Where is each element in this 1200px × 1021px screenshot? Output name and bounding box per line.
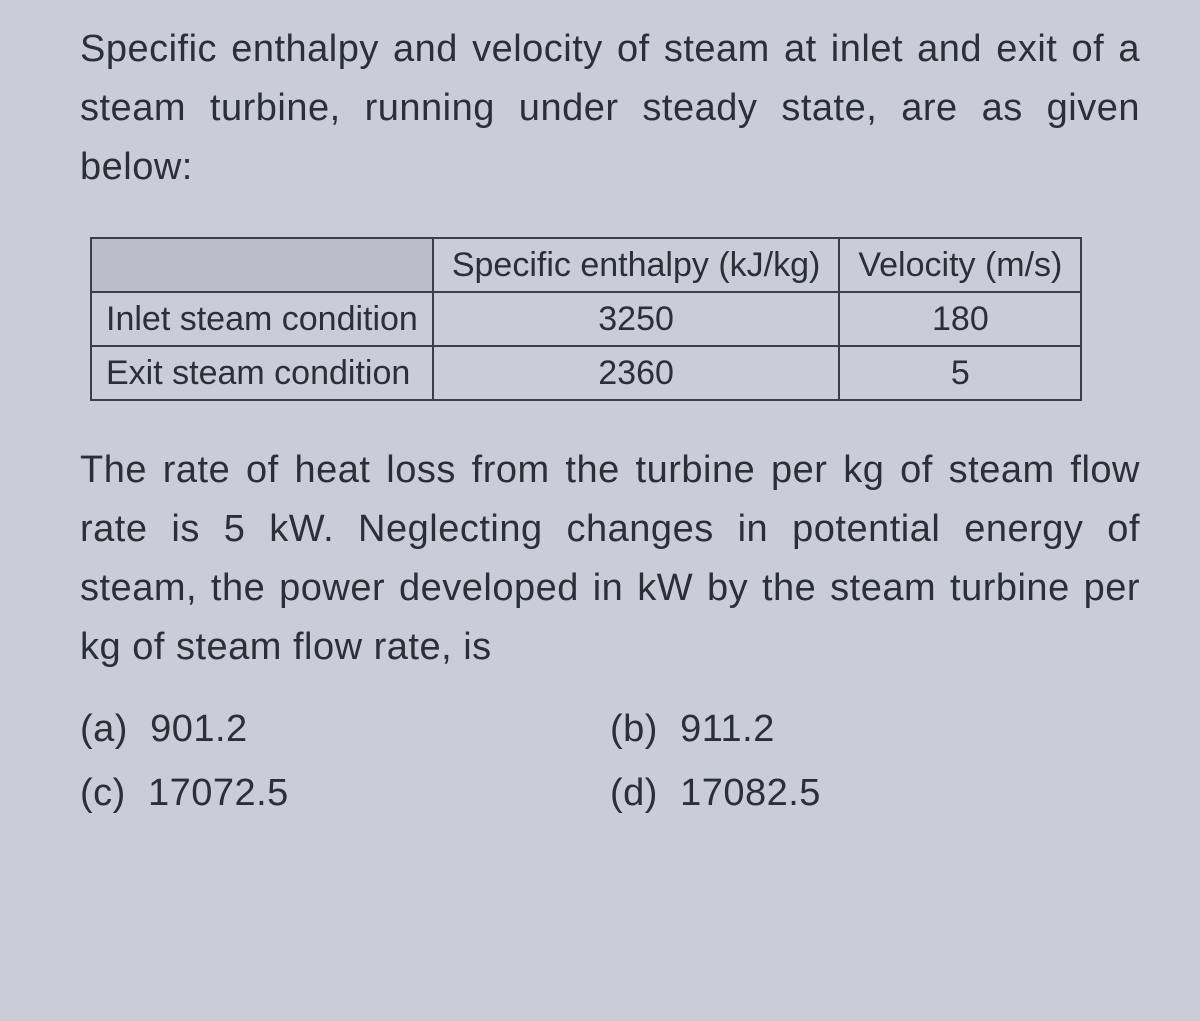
option-a[interactable]: (a) 901.2 — [80, 697, 610, 762]
option-b-value: 911.2 — [680, 708, 775, 750]
question-intro: Specific enthalpy and velocity of steam … — [80, 20, 1140, 197]
data-table: Specific enthalpy (kJ/kg) Velocity (m/s)… — [90, 237, 1082, 402]
col-header-enthalpy: Specific enthalpy (kJ/kg) — [433, 238, 840, 292]
table-row: Exit steam condition 2360 5 — [91, 346, 1081, 400]
row-label-inlet: Inlet steam condition — [91, 292, 433, 346]
cell-exit-enthalpy: 2360 — [433, 346, 840, 400]
question-body: The rate of heat loss from the turbine p… — [80, 441, 1140, 677]
row-label-exit: Exit steam condition — [91, 346, 433, 400]
option-c-value: 17072.5 — [148, 772, 289, 814]
answer-options: (a) 901.2 (b) 911.2 (c) 17072.5 (d) 1708… — [80, 697, 1140, 826]
table-row: Inlet steam condition 3250 180 — [91, 292, 1081, 346]
col-header-velocity: Velocity (m/s) — [839, 238, 1081, 292]
option-a-value: 901.2 — [150, 708, 248, 750]
cell-inlet-velocity: 180 — [839, 292, 1081, 346]
cell-inlet-enthalpy: 3250 — [433, 292, 840, 346]
cell-exit-velocity: 5 — [839, 346, 1081, 400]
option-b[interactable]: (b) 911.2 — [610, 697, 1140, 762]
table-corner-cell — [91, 238, 433, 292]
option-d[interactable]: (d) 17082.5 — [610, 761, 1140, 826]
option-c[interactable]: (c) 17072.5 — [80, 761, 610, 826]
option-d-value: 17082.5 — [680, 772, 821, 814]
